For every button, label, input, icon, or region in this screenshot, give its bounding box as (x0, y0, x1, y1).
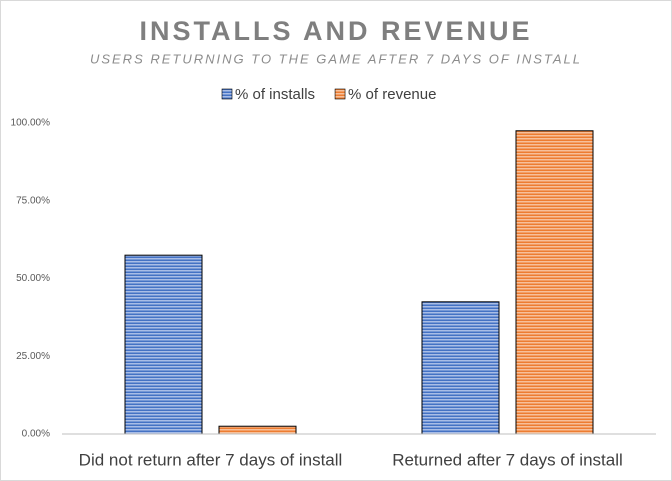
chart-subtitle: USERS RETURNING TO THE GAME AFTER 7 DAYS… (90, 51, 582, 66)
legend-label: % of installs (235, 86, 315, 103)
bar (218, 425, 297, 435)
bar (124, 254, 203, 435)
legend-swatch (334, 88, 346, 100)
x-tick-label: Returned after 7 days of install (392, 450, 623, 469)
y-tick-label: 75.00% (16, 195, 50, 206)
legend-swatch (221, 88, 233, 100)
chart-title: INSTALLS AND REVENUE (139, 16, 532, 46)
y-tick-label: 50.00% (16, 273, 50, 284)
y-tick-label: 25.00% (16, 351, 50, 362)
bar (515, 130, 594, 435)
bar (421, 301, 500, 435)
y-tick-label: 100.00% (11, 118, 51, 129)
y-tick-label: 0.00% (22, 429, 50, 440)
x-tick-label: Did not return after 7 days of install (79, 450, 343, 469)
legend-label: % of revenue (348, 86, 436, 103)
